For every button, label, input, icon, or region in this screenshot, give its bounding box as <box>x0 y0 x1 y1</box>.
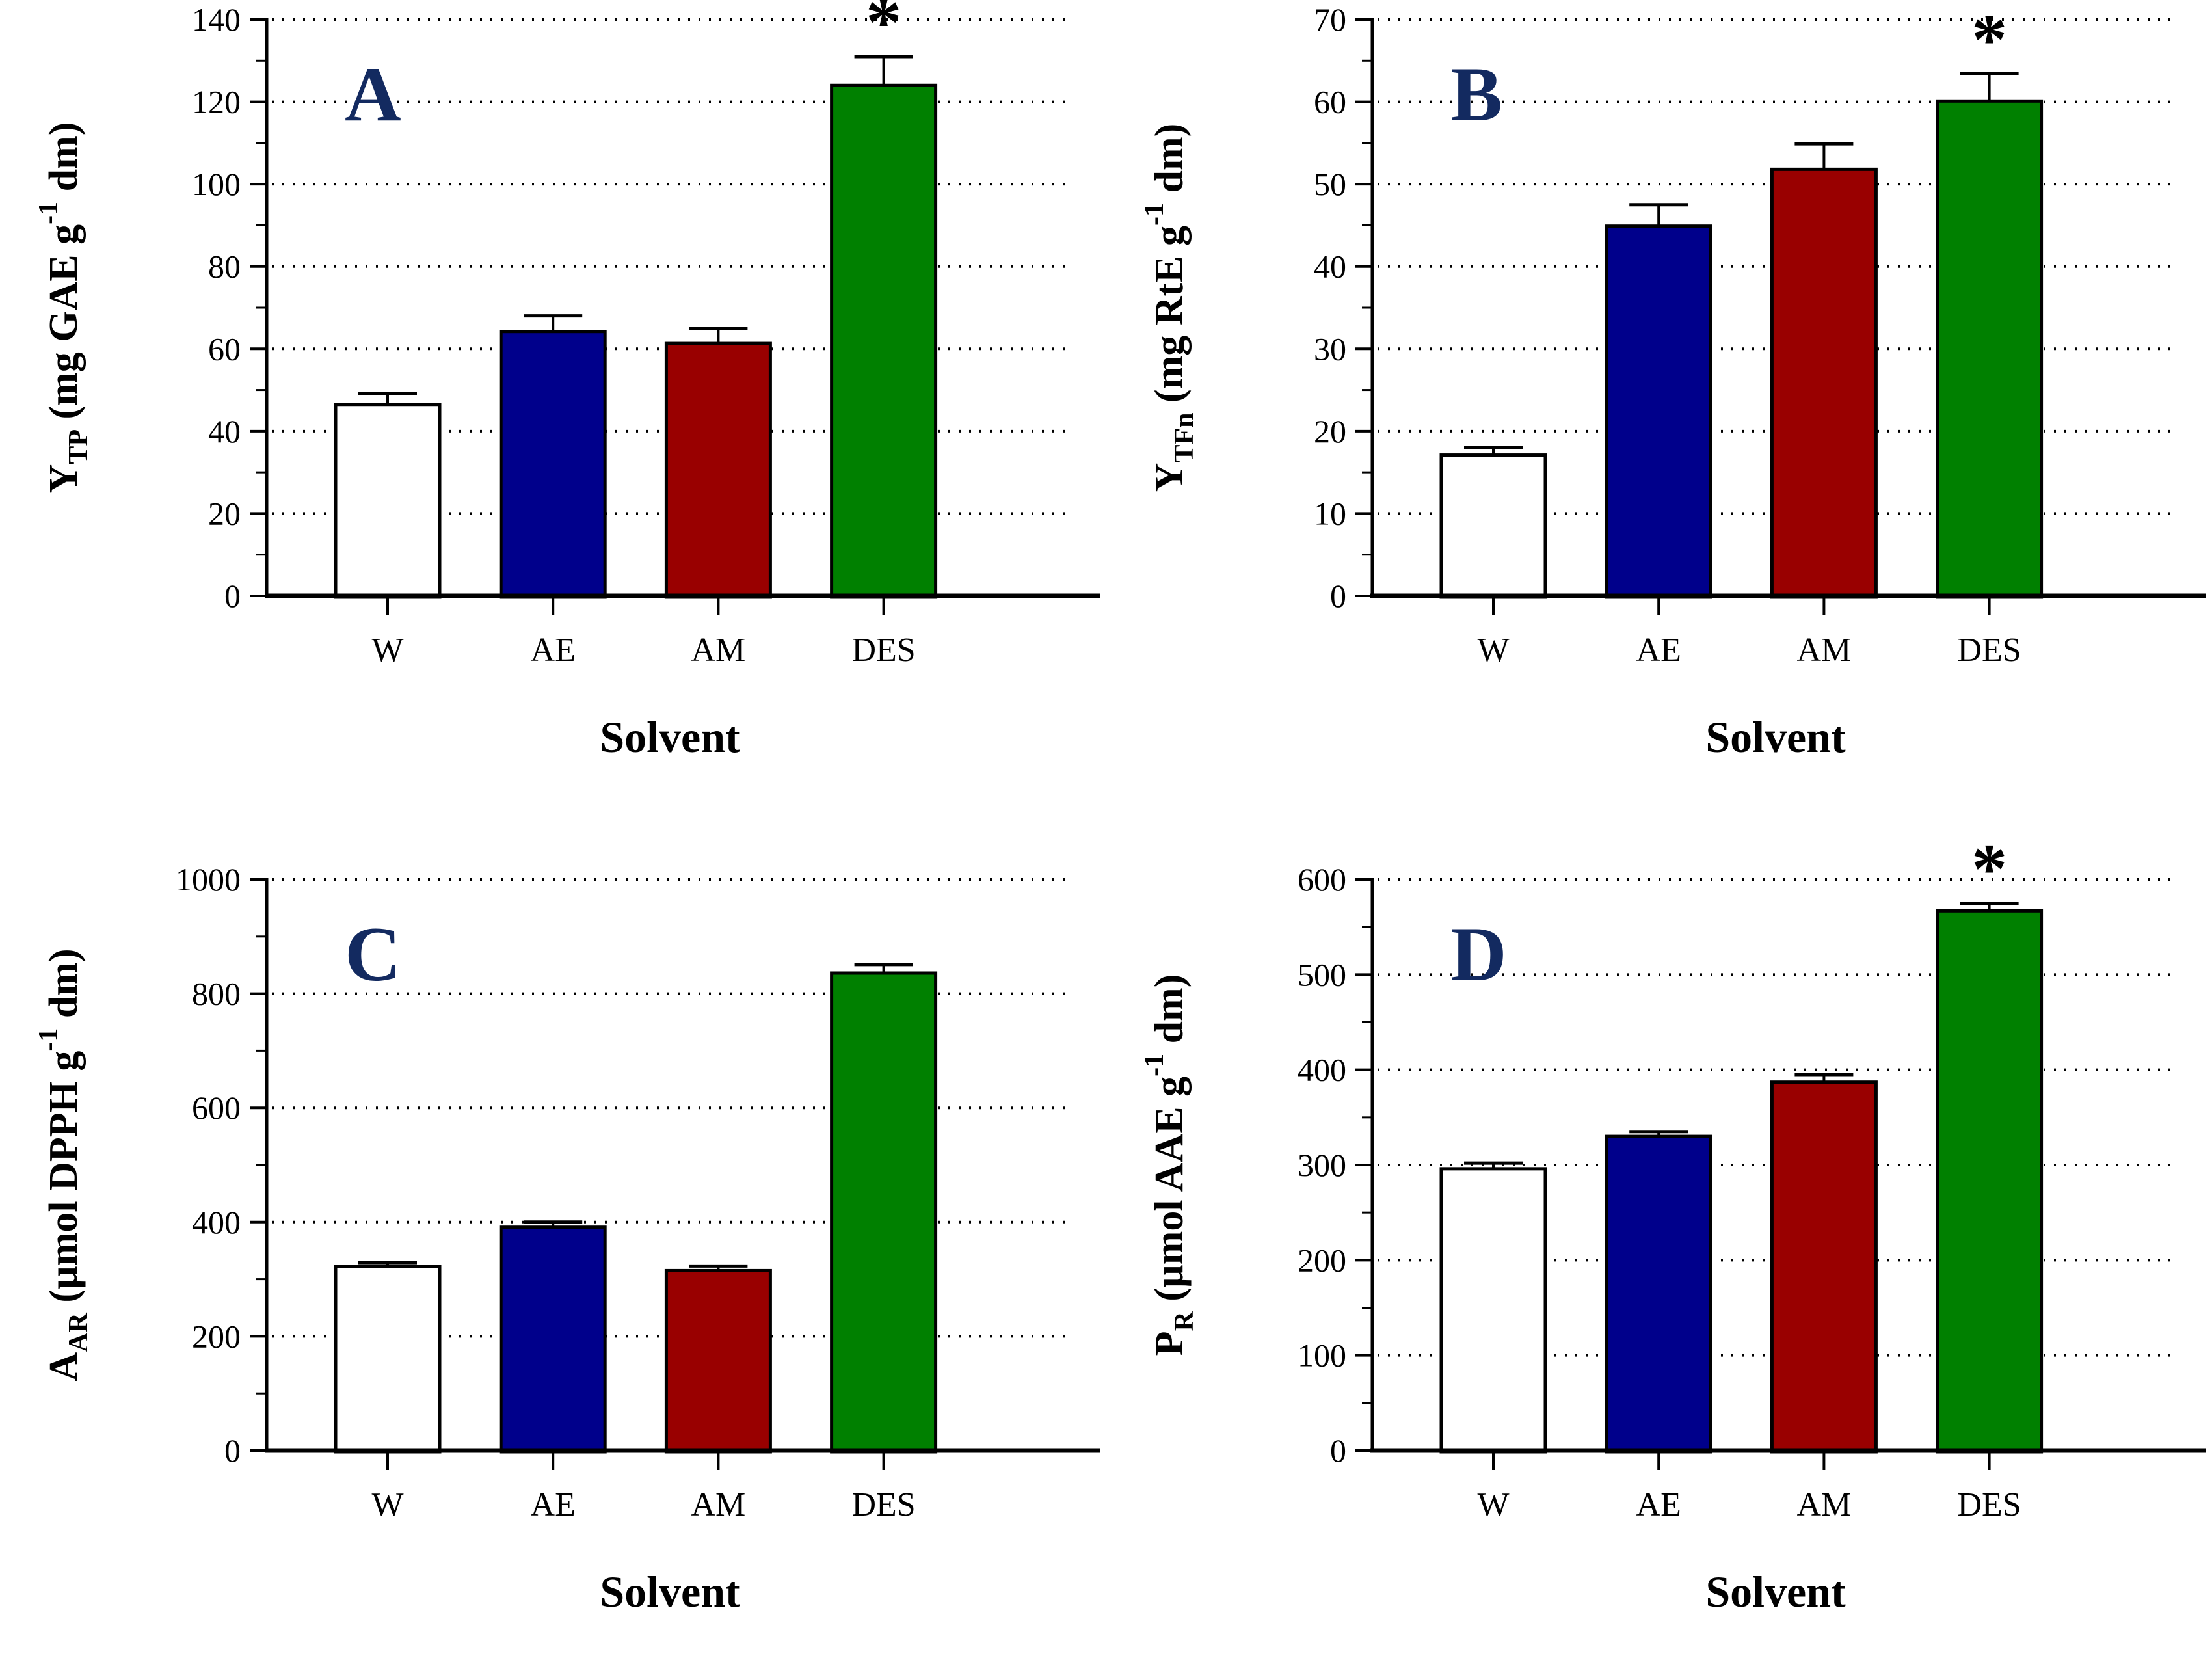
y-tick-label: 100 <box>192 166 241 202</box>
y-tick-label: 0 <box>1330 1432 1346 1469</box>
significance-asterisk: * <box>866 0 901 62</box>
y-tick-label: 400 <box>1298 1052 1346 1088</box>
panel-c-chart: 0 200 400 600 800 1000 W AE AM DES Solvent C AAR (µm… <box>34 861 1100 1616</box>
y-tick-label: 120 <box>192 84 241 120</box>
y-tick-label: 30 <box>1314 330 1346 367</box>
y-tick-label: 80 <box>208 248 241 285</box>
bar-AM <box>1770 1080 1878 1454</box>
bar-AM <box>1770 167 1878 599</box>
y-tick-label: 50 <box>1314 166 1346 202</box>
bar-W <box>334 1265 442 1454</box>
y-tick-label: 0 <box>224 578 241 614</box>
panel-d: * 0 100 200 300 400 500 600 W AE AM DES Solvent D PR (… <box>1106 836 2211 1673</box>
y-tick-label: 300 <box>1298 1147 1346 1183</box>
panel-d-chart: * 0 100 200 300 400 500 600 W AE AM DES Solvent D PR (… <box>1139 836 2206 1616</box>
y-tick-label: 100 <box>1298 1337 1346 1374</box>
x-category-label: AM <box>691 632 746 669</box>
x-category-label: DES <box>851 1486 915 1523</box>
y-tick-label: 40 <box>208 413 241 449</box>
y-axis-title: PR (µmol AAE g-1 dm) <box>1139 974 1199 1356</box>
x-category-label: AE <box>531 632 576 669</box>
x-category-label: DES <box>851 632 915 669</box>
bar-DES <box>830 971 938 1454</box>
panel-a-chart: * 0 20 40 60 80 100 120 140 W AE AM DES Solvent A YTP (… <box>34 0 1100 762</box>
y-tick-label: 20 <box>208 495 241 531</box>
y-tick-label: 70 <box>1314 1 1346 38</box>
x-axis-title: Solvent <box>600 1567 740 1616</box>
bar-W <box>1439 1167 1547 1454</box>
bar-AM <box>664 341 772 599</box>
x-category-label: AM <box>1797 1486 1852 1523</box>
x-category-label: W <box>1477 632 1509 669</box>
bar-AE <box>499 1225 607 1454</box>
x-axis-title: Solvent <box>1705 712 1846 762</box>
y-tick-label: 200 <box>1298 1242 1346 1278</box>
y-axis-title: AAR (µmol DPPH g-1 dm) <box>34 948 94 1381</box>
y-tick-label: 600 <box>192 1090 241 1126</box>
y-tick-label: 600 <box>1298 861 1346 898</box>
x-category-label: AM <box>1797 632 1852 669</box>
bar-DES <box>1936 99 2044 599</box>
x-category-label: W <box>371 632 403 669</box>
x-category-label: AE <box>531 1486 576 1523</box>
x-axis-title: Solvent <box>600 712 740 762</box>
x-category-label: AM <box>691 1486 746 1523</box>
bar-AM <box>664 1268 772 1454</box>
bar-DES <box>1936 909 2044 1454</box>
panel-b-chart: * 0 10 20 30 40 50 60 70 W AE AM DES Solvent B YTFn (mg… <box>1139 0 2206 762</box>
x-category-label: W <box>371 1486 403 1523</box>
y-tick-label: 400 <box>192 1204 241 1240</box>
y-axis-title: YTP (mg GAE g-1 dm) <box>34 122 94 494</box>
panel-b: * 0 10 20 30 40 50 60 70 W AE AM DES Solvent B YTFn (mg… <box>1106 0 2211 836</box>
y-tick-label: 200 <box>192 1318 241 1354</box>
significance-asterisk: * <box>1971 836 2007 909</box>
significance-asterisk: * <box>1971 0 2007 79</box>
y-axis-title: YTFn (mg RtE g-1 dm) <box>1139 124 1199 492</box>
y-tick-label: 800 <box>192 976 241 1012</box>
panel-letter: D <box>1450 911 1507 997</box>
y-tick-label: 0 <box>1330 578 1346 614</box>
y-tick-label: 140 <box>192 1 241 38</box>
y-tick-label: 60 <box>1314 84 1346 120</box>
bar-AE <box>1605 1134 1712 1454</box>
x-category-label: AE <box>1636 632 1681 669</box>
bar-AE <box>1605 224 1712 599</box>
bar-DES <box>830 83 938 599</box>
x-axis-title: Solvent <box>1705 1567 1846 1616</box>
x-category-label: W <box>1477 1486 1509 1523</box>
x-category-label: AE <box>1636 1486 1681 1523</box>
y-tick-label: 20 <box>1314 413 1346 449</box>
bar-W <box>334 403 442 599</box>
x-category-label: DES <box>1957 1486 2021 1523</box>
y-tick-label: 0 <box>224 1432 241 1469</box>
y-tick-label: 1000 <box>176 861 241 898</box>
bar-W <box>1439 453 1547 599</box>
panel-letter: C <box>345 911 401 997</box>
panel-letter: A <box>345 51 401 137</box>
panel-c: 0 200 400 600 800 1000 W AE AM DES Solvent C AAR (µm… <box>0 836 1106 1673</box>
bar-AE <box>499 330 607 599</box>
y-tick-label: 500 <box>1298 956 1346 993</box>
y-tick-label: 40 <box>1314 248 1346 285</box>
panel-a: * 0 20 40 60 80 100 120 140 W AE AM DES Solvent A YTP (… <box>0 0 1106 836</box>
y-tick-label: 10 <box>1314 495 1346 531</box>
panel-letter: B <box>1450 51 1502 137</box>
y-tick-label: 60 <box>208 330 241 367</box>
x-category-label: DES <box>1957 632 2021 669</box>
